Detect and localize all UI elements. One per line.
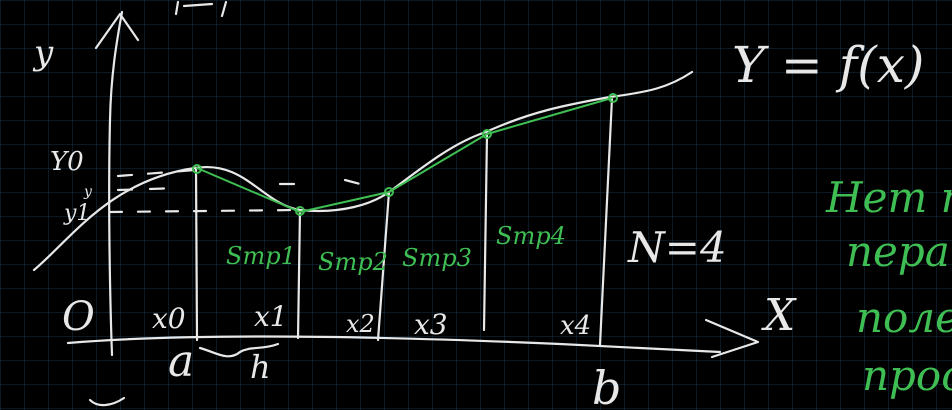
guide-dash-mid	[116, 178, 362, 192]
x-axis-label: X	[761, 290, 797, 341]
margin-note-4: прост	[862, 351, 952, 400]
x3-label: x3	[414, 308, 448, 341]
x1-label: x1	[254, 300, 288, 333]
y-partial-label: y	[83, 184, 93, 200]
x4-label: x4	[560, 311, 591, 341]
node-x0	[192, 164, 202, 174]
y-axis-label: y	[32, 33, 54, 73]
y-axis-arrowhead	[94, 12, 140, 50]
top-scribble	[174, 0, 228, 18]
x2-label: x2	[346, 310, 375, 338]
y1-label: y1	[63, 201, 90, 226]
y-axis	[108, 10, 124, 357]
node-x4	[608, 93, 618, 103]
ordinate-x3	[482, 132, 489, 332]
y0-label: Y0	[50, 147, 84, 177]
ordinate-x4	[598, 96, 614, 347]
origin-label: O	[62, 294, 95, 340]
area-label-3: Sтр3	[402, 244, 472, 272]
ordinate-x0	[194, 166, 199, 342]
area-label-4: Sтр4	[496, 222, 566, 250]
area-label-1: Sтр1	[226, 242, 296, 270]
trapezoid-chords	[196, 97, 613, 213]
x-axis	[66, 335, 722, 354]
area-label-2: Sтр2	[318, 248, 388, 276]
margin-note-1: Нет п	[825, 173, 952, 222]
node-x1	[295, 206, 305, 216]
node-x3	[482, 129, 492, 139]
ordinate-x2	[376, 190, 391, 342]
guide-dash-y0	[116, 168, 198, 178]
n-label: N=4	[627, 223, 727, 272]
x0-label: x0	[152, 302, 186, 335]
b-label: b	[592, 361, 621, 410]
margin-note-2: пера	[846, 227, 950, 276]
x-axis-arrowhead	[704, 318, 760, 359]
a-label: a	[168, 336, 194, 387]
bottom-scribble	[88, 396, 126, 407]
margin-note-3: поле	[856, 293, 952, 342]
guide-dash-y1	[108, 208, 300, 214]
h-label: h	[250, 348, 271, 386]
node-x2	[384, 187, 394, 197]
ordinate-x1	[296, 208, 302, 340]
h-brace	[198, 342, 280, 358]
function-label: Y = f(x)	[732, 36, 924, 94]
